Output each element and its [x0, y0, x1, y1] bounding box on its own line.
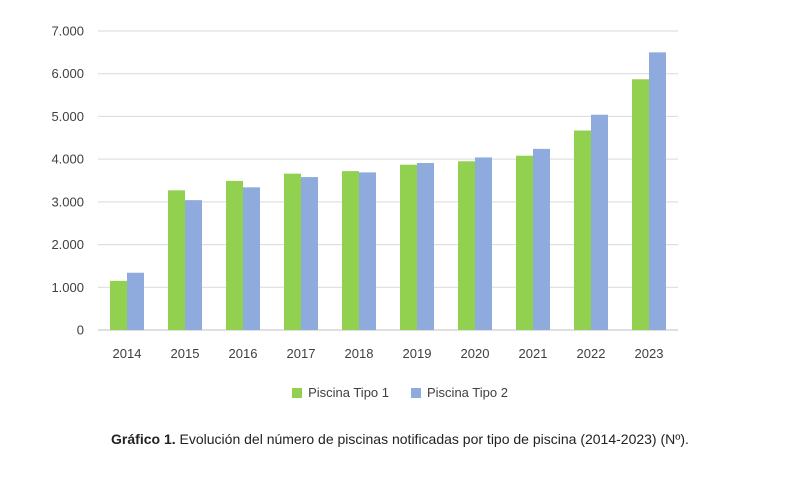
- bar-tipo-2-2017: [301, 177, 318, 330]
- x-tick-label: 2017: [287, 346, 316, 361]
- y-tick-label: 5.000: [51, 109, 84, 124]
- y-tick-label: 1.000: [51, 280, 84, 295]
- x-axis-labels: 2014 2015 2016 2017 2018 2019 2020 2021 2022 2023: [113, 346, 664, 361]
- bar-tipo-1-2022: [574, 130, 591, 330]
- x-tick-label: 2015: [171, 346, 200, 361]
- y-tick-label: 3.000: [51, 194, 84, 209]
- bar-tipo-1-2017: [284, 173, 301, 330]
- bars: [110, 52, 666, 330]
- x-tick-label: 2021: [519, 346, 548, 361]
- y-tick-label: 4.000: [51, 152, 84, 167]
- bar-tipo-2-2014: [127, 272, 144, 330]
- bar-tipo-2-2015: [185, 200, 202, 330]
- x-tick-label: 2019: [403, 346, 432, 361]
- legend-label-tipo-2: Piscina Tipo 2: [427, 385, 508, 400]
- bar-tipo-2-2022: [591, 114, 608, 330]
- bar-tipo-1-2015: [168, 190, 185, 330]
- caption-text: Evolución del número de piscinas notific…: [175, 431, 689, 447]
- y-tick-label: 0: [77, 323, 84, 338]
- bar-tipo-1-2020: [458, 161, 475, 330]
- bar-tipo-1-2019: [400, 164, 417, 330]
- bar-tipo-2-2019: [417, 162, 434, 330]
- x-tick-label: 2022: [577, 346, 606, 361]
- bar-tipo-2-2021: [533, 148, 550, 330]
- legend-swatch-tipo-2: [411, 387, 421, 398]
- y-tick-label: 6.000: [51, 66, 84, 81]
- caption-label: Gráfico 1.: [111, 431, 176, 447]
- bar-tipo-1-2021: [516, 155, 533, 330]
- legend-item-tipo-2: Piscina Tipo 2: [411, 385, 508, 400]
- bar-tipo-2-2018: [359, 172, 376, 330]
- bar-tipo-1-2016: [226, 180, 243, 330]
- x-tick-label: 2016: [229, 346, 258, 361]
- bar-tipo-1-2018: [342, 171, 359, 330]
- x-tick-label: 2020: [461, 346, 490, 361]
- y-tick-label: 2.000: [51, 237, 84, 252]
- legend-swatch-tipo-1: [292, 387, 303, 398]
- bar-tipo-1-2023: [632, 79, 649, 330]
- figure-caption: Gráfico 1. Evolución del número de pisci…: [0, 431, 800, 447]
- legend-label-tipo-1: Piscina Tipo 1: [308, 385, 389, 400]
- bar-tipo-2-2016: [243, 187, 260, 330]
- legend: Piscina Tipo 1 Piscina Tipo 2: [0, 385, 800, 400]
- bar-tipo-2-2020: [475, 157, 492, 330]
- y-tick-label: 7.000: [51, 24, 84, 39]
- legend-item-tipo-1: Piscina Tipo 1: [292, 385, 389, 400]
- bar-chart: 0 1.000 2.000 3.000 4.000 5.000 6.000 7.000 201…: [51, 24, 678, 361]
- x-tick-label: 2014: [113, 346, 142, 361]
- x-tick-label: 2018: [345, 346, 374, 361]
- bar-tipo-1-2014: [110, 280, 127, 330]
- y-axis-labels: 0 1.000 2.000 3.000 4.000 5.000 6.000 7.000: [51, 24, 84, 338]
- x-tick-label: 2023: [635, 346, 664, 361]
- bar-tipo-2-2023: [649, 52, 666, 330]
